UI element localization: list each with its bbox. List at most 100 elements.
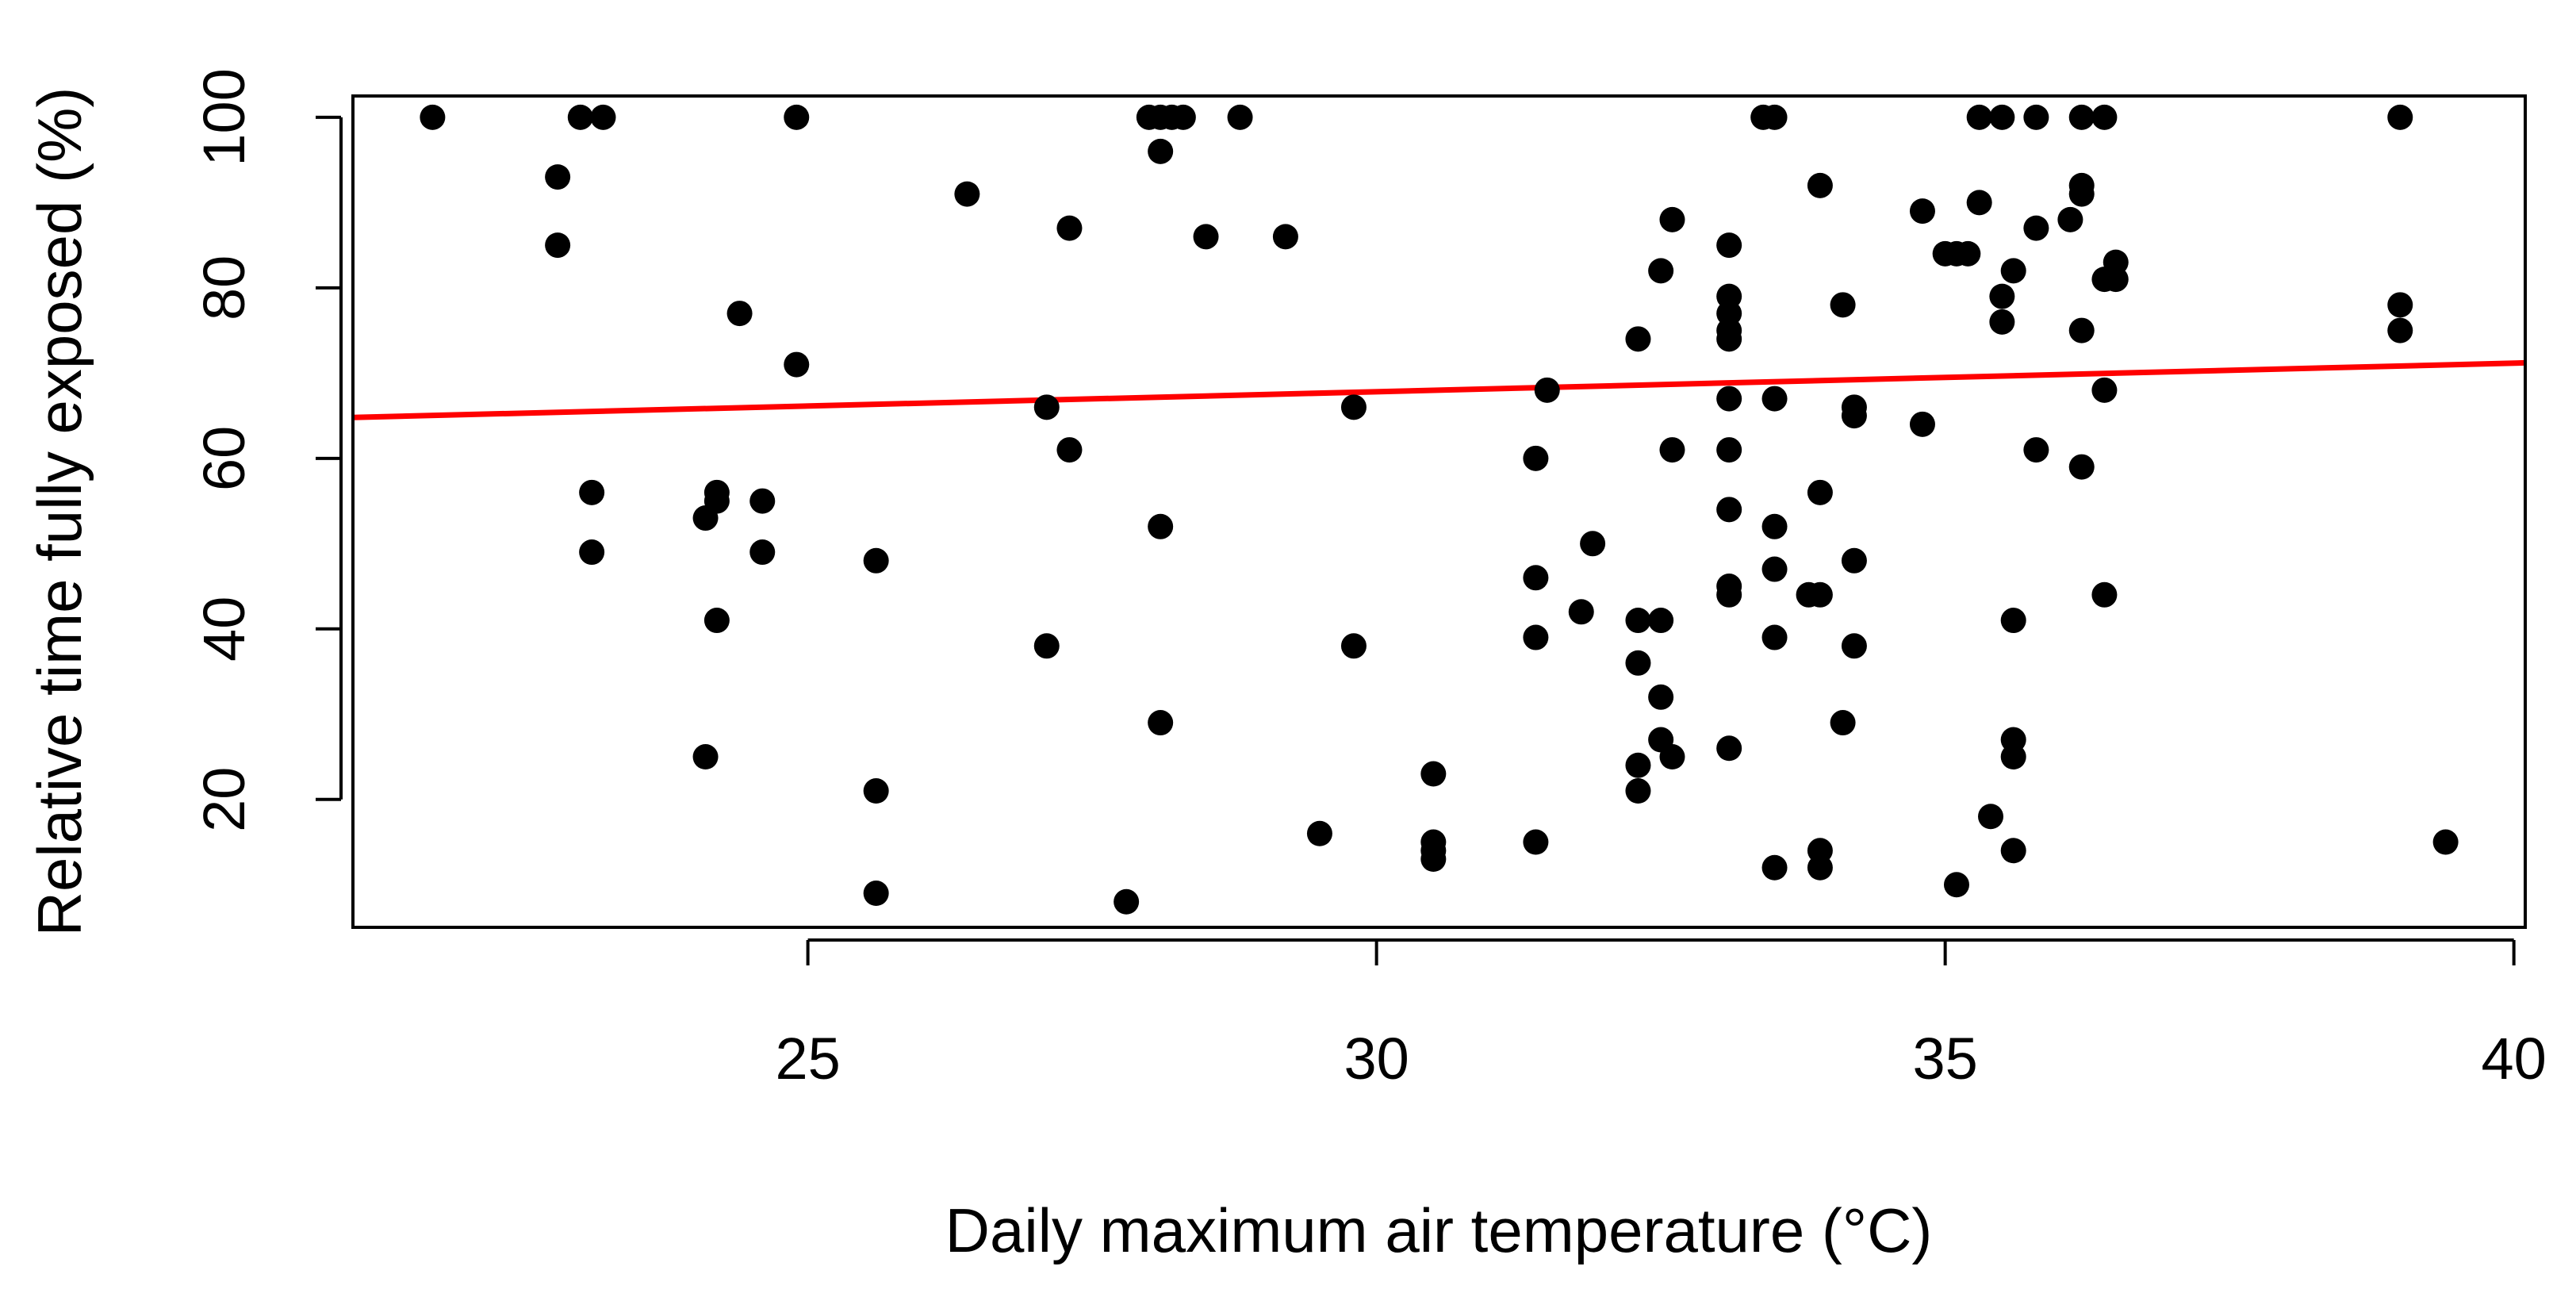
data-point — [1056, 437, 1083, 463]
x-tick-label: 35 — [1912, 1026, 1977, 1092]
data-point — [2023, 437, 2049, 463]
data-point — [1989, 104, 2015, 130]
data-point — [2091, 377, 2118, 403]
data-point — [1716, 326, 1742, 352]
data-point — [1148, 710, 1174, 736]
data-point — [1580, 531, 1606, 557]
data-point — [1193, 224, 1219, 250]
data-point — [579, 479, 605, 505]
data-point — [1909, 411, 1935, 437]
data-point — [2068, 181, 2095, 207]
y-tick-label: 40 — [191, 597, 257, 662]
data-point — [2068, 454, 2095, 480]
data-point — [1625, 650, 1651, 676]
data-point — [2000, 744, 2026, 770]
data-point — [1761, 513, 1788, 539]
data-point — [784, 104, 810, 130]
y-tick-label: 80 — [191, 255, 257, 320]
data-point — [1659, 437, 1685, 463]
data-point — [2103, 267, 2129, 293]
data-point — [703, 608, 730, 634]
data-point — [1420, 761, 1447, 787]
data-point — [579, 539, 605, 566]
data-point — [1625, 752, 1651, 778]
data-point — [1227, 104, 1253, 130]
data-point — [1625, 778, 1651, 804]
data-point — [1807, 581, 1833, 608]
data-point — [1807, 479, 1833, 505]
data-point — [1761, 104, 1788, 130]
data-point — [2387, 317, 2413, 343]
data-point — [1761, 854, 1788, 881]
data-point — [1534, 377, 1560, 403]
data-point — [2068, 104, 2095, 130]
data-point — [2000, 608, 2026, 634]
trend-line — [352, 359, 2526, 420]
points-layer — [420, 104, 2459, 915]
data-point — [1659, 206, 1685, 232]
data-point — [1523, 565, 1549, 591]
data-point — [1340, 394, 1367, 420]
trend-layer — [352, 359, 2526, 420]
data-point — [1523, 445, 1549, 471]
data-point — [420, 104, 446, 130]
data-point — [1761, 624, 1788, 650]
data-point — [1659, 744, 1685, 770]
data-point — [1523, 829, 1549, 855]
data-point — [1033, 633, 1060, 659]
data-point — [1943, 872, 1969, 898]
data-point — [1989, 309, 2015, 335]
y-tick-label: 100 — [191, 68, 257, 166]
data-point — [2023, 215, 2049, 241]
data-point — [567, 104, 593, 130]
data-point — [1420, 846, 1447, 873]
data-point — [1625, 608, 1651, 634]
plot-frame — [351, 94, 2527, 929]
data-point — [749, 488, 776, 514]
data-point — [954, 181, 980, 207]
data-point — [1807, 172, 1833, 198]
data-point — [1807, 854, 1833, 881]
data-point — [1523, 624, 1549, 650]
x-tick-label: 25 — [775, 1026, 840, 1092]
data-point — [1568, 599, 1594, 625]
data-point — [1114, 888, 1140, 915]
data-point — [1306, 820, 1332, 846]
data-point — [1170, 104, 1196, 130]
data-point — [1989, 283, 2015, 309]
data-point — [1648, 258, 1674, 284]
data-point — [545, 164, 571, 190]
data-point — [2023, 104, 2049, 130]
data-point — [2387, 292, 2413, 318]
data-point — [1841, 403, 1867, 429]
data-point — [2000, 258, 2026, 284]
data-point — [1841, 633, 1867, 659]
data-point — [863, 547, 889, 574]
data-point — [863, 881, 889, 907]
x-axis: 25 30 35 40 — [775, 938, 2547, 1092]
y-tick-label: 60 — [191, 426, 257, 491]
data-point — [1830, 710, 1856, 736]
data-point — [1716, 437, 1742, 463]
data-point — [1648, 608, 1674, 634]
data-point — [863, 778, 889, 804]
data-point — [1830, 292, 1856, 318]
data-point — [1625, 326, 1651, 352]
data-point — [1978, 804, 2004, 830]
data-point — [2000, 838, 2026, 864]
data-point — [1841, 547, 1867, 574]
data-point — [1955, 240, 1981, 267]
data-point — [1909, 198, 1935, 224]
x-axis-title: Daily maximum air temperature (°C) — [945, 1195, 1933, 1265]
data-point — [1716, 581, 1742, 608]
data-point — [2091, 104, 2118, 130]
data-point — [749, 539, 776, 566]
data-point — [1716, 232, 1742, 259]
data-point — [726, 301, 753, 327]
data-point — [1761, 556, 1788, 582]
data-point — [1272, 224, 1298, 250]
data-point — [1033, 394, 1060, 420]
data-point — [2091, 581, 2118, 608]
